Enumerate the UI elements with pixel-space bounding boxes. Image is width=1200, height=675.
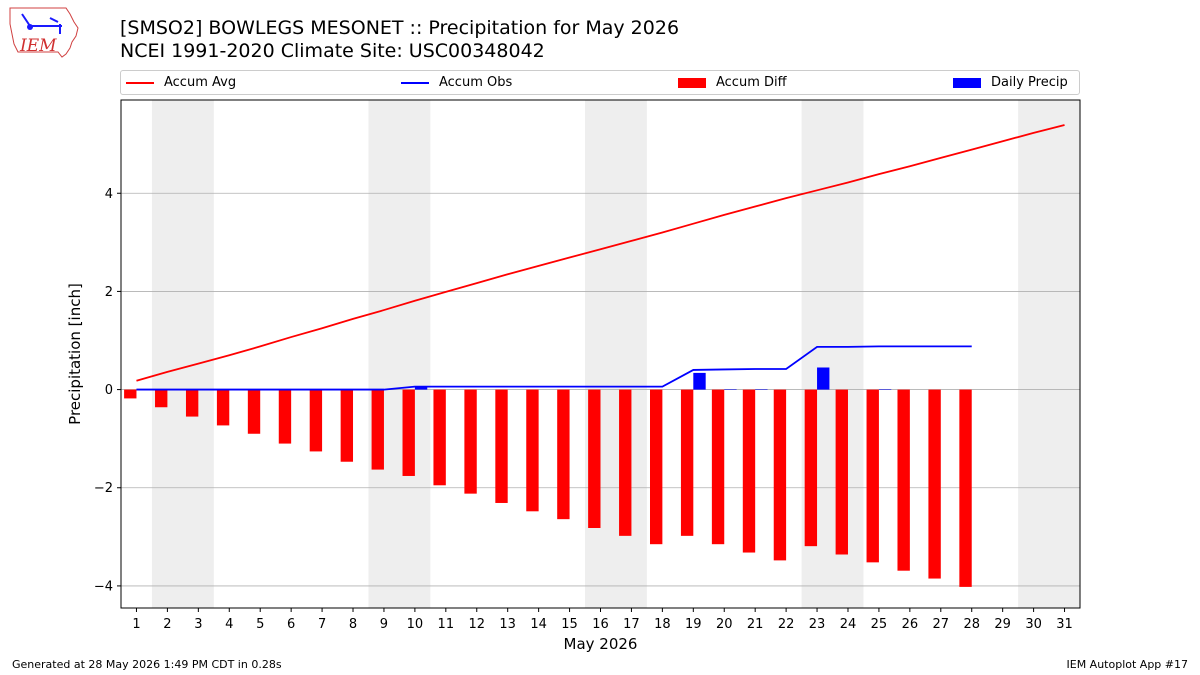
footer-generated: Generated at 28 May 2026 1:49 PM CDT in … (12, 658, 282, 671)
weekend-shade (368, 100, 431, 608)
accum-diff-bar (185, 389, 199, 417)
x-tick-label: 17 (623, 617, 640, 632)
x-tick-label: 5 (256, 617, 264, 632)
accum-diff-bar (278, 389, 292, 444)
x-tick-label: 3 (194, 617, 202, 632)
accum-diff-bar (619, 389, 632, 536)
accum-diff-bar (588, 389, 601, 528)
x-tick-label: 1 (132, 617, 140, 632)
accum-diff-bar (464, 389, 477, 494)
x-axis-label: May 2026 (564, 635, 638, 653)
accum-diff-bar (897, 389, 910, 571)
weekend-shade (585, 100, 647, 608)
weekend-shade (151, 100, 214, 608)
weather-station-icon (21, 13, 62, 34)
x-tick-label: 24 (840, 617, 857, 632)
accum-diff-bar (742, 389, 756, 553)
legend-label-accum-diff: Accum Diff (716, 75, 787, 90)
x-tick-label: 21 (747, 617, 764, 632)
weekend-shade (1018, 100, 1080, 608)
chart-title: [SMSO2] BOWLEGS MESONET :: Precipitation… (120, 17, 680, 39)
accum-diff-bar (680, 389, 694, 536)
accum-diff-bar (216, 389, 230, 426)
station-dot-icon (27, 24, 33, 30)
x-tick-label: 9 (380, 617, 388, 632)
chart-subtitle: NCEI 1991-2020 Climate Site: USC00348042 (120, 40, 545, 62)
x-tick-label: 28 (963, 617, 980, 632)
accum-obs-line (136, 345, 972, 391)
x-tick-label: 10 (407, 617, 424, 632)
legend-label-accum-avg: Accum Avg (164, 75, 237, 90)
x-tick-label: 12 (468, 617, 485, 632)
x-tick-label: 31 (1056, 617, 1073, 632)
accum-avg-line (136, 124, 1065, 382)
logo-text: IEM (19, 36, 57, 56)
accum-diff-bar (247, 389, 261, 434)
accum-diff-bar (340, 389, 354, 462)
x-tick-label: 18 (654, 617, 671, 632)
accum-diff-bar (928, 389, 941, 579)
x-tick-label: 23 (809, 617, 826, 632)
accum-diff-bar (124, 389, 137, 399)
x-tick-label: 13 (499, 617, 516, 632)
x-tick-label: 15 (561, 617, 578, 632)
x-tick-label: 30 (1025, 617, 1042, 632)
x-tick-label: 26 (902, 617, 919, 632)
accum-diff-bar (866, 389, 879, 563)
iem-logo: IEM (9, 7, 79, 58)
legend-swatch-accum-obs (401, 81, 429, 84)
legend-item-accum-obs: Accum Obs (401, 71, 512, 94)
y-tick-label: −4 (94, 579, 113, 594)
legend-swatch-daily-precip (953, 77, 981, 88)
legend: Accum Avg Accum Obs Accum Diff Daily Pre… (120, 70, 1080, 95)
accum-diff-bar (835, 389, 848, 555)
accum-diff-bar (804, 389, 818, 547)
x-tick-label: 19 (685, 617, 702, 632)
accum-diff-bar (711, 389, 725, 545)
plot-frame (120, 99, 1081, 609)
legend-swatch-accum-avg (126, 81, 154, 84)
x-tick-label: 4 (225, 617, 233, 632)
legend-swatch-accum-diff (678, 77, 706, 88)
accum-diff-bar (495, 389, 508, 503)
x-tick-label: 20 (716, 617, 733, 632)
x-tick-label: 29 (994, 617, 1011, 632)
legend-item-daily-precip: Daily Precip (953, 71, 1068, 94)
y-tick-label: 0 (105, 383, 113, 398)
y-axis-label: Precipitation [inch] (66, 283, 84, 425)
y-tick-label: 4 (105, 187, 113, 202)
y-tick-label: −2 (94, 481, 113, 496)
accum-diff-bar (557, 389, 570, 520)
accum-diff-bar (959, 389, 972, 587)
legend-item-accum-diff: Accum Diff (678, 71, 787, 94)
x-tick-label: 22 (778, 617, 795, 632)
legend-label-daily-precip: Daily Precip (991, 75, 1068, 90)
x-tick-label: 7 (318, 617, 326, 632)
daily-precip-bar (693, 372, 706, 390)
accum-diff-bar (773, 389, 787, 561)
x-tick-label: 14 (530, 617, 547, 632)
accum-diff-bar (402, 389, 415, 476)
accum-diff-bar (155, 389, 168, 408)
x-tick-label: 8 (349, 617, 357, 632)
footer-app: IEM Autoplot App #17 (1066, 658, 1189, 671)
accum-diff-bar (526, 389, 539, 512)
legend-item-accum-avg: Accum Avg (126, 71, 236, 94)
accum-diff-bar (371, 389, 384, 470)
x-tick-label: 6 (287, 617, 295, 632)
accum-diff-bar (433, 389, 446, 486)
iowa-outline-shape (9, 7, 79, 58)
accum-diff-bar (309, 389, 323, 452)
daily-precip-bar (414, 386, 428, 390)
x-tick-label: 11 (438, 617, 455, 632)
accum-diff-bar (649, 389, 663, 545)
y-tick-label: 2 (105, 285, 113, 300)
x-tick-label: 2 (163, 617, 171, 632)
daily-precip-bar (817, 367, 830, 390)
x-tick-label: 27 (933, 617, 950, 632)
x-tick-label: 16 (592, 617, 609, 632)
legend-label-accum-obs: Accum Obs (439, 75, 513, 90)
x-tick-label: 25 (871, 617, 888, 632)
